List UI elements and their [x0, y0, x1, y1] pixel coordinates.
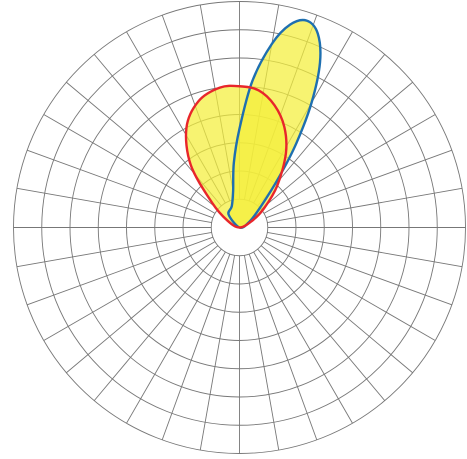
series-2-fill [185, 85, 287, 228]
grid-spoke [161, 253, 231, 441]
grid-spoke [66, 81, 219, 210]
grid-spoke [253, 251, 353, 424]
grid-spoke [265, 149, 453, 219]
grid-spoke [267, 187, 463, 224]
series-1-line [227, 18, 322, 229]
grid-spoke [66, 245, 219, 374]
grid-spoke [260, 81, 413, 210]
series-2-line [184, 84, 288, 229]
grid-spoke [267, 231, 463, 268]
grid-spoke [16, 231, 212, 268]
grid-spoke [16, 187, 212, 224]
grid-spoke [265, 236, 453, 306]
grid-spoke [43, 114, 216, 214]
grid-spoke [126, 251, 226, 424]
grid-spoke [243, 255, 280, 451]
grid-spoke [263, 241, 436, 341]
series-fills [185, 20, 321, 228]
series-outlines [184, 18, 322, 229]
grid-spoke [257, 248, 386, 401]
grid-spoke [263, 114, 436, 214]
grid-spoke [93, 248, 222, 401]
grid-spoke [26, 149, 214, 219]
grid-spoke [199, 255, 236, 451]
grid-spoke [26, 236, 214, 306]
grid-spoke [248, 253, 318, 441]
grid-spoke [260, 245, 413, 374]
grid-spoke [43, 241, 216, 341]
